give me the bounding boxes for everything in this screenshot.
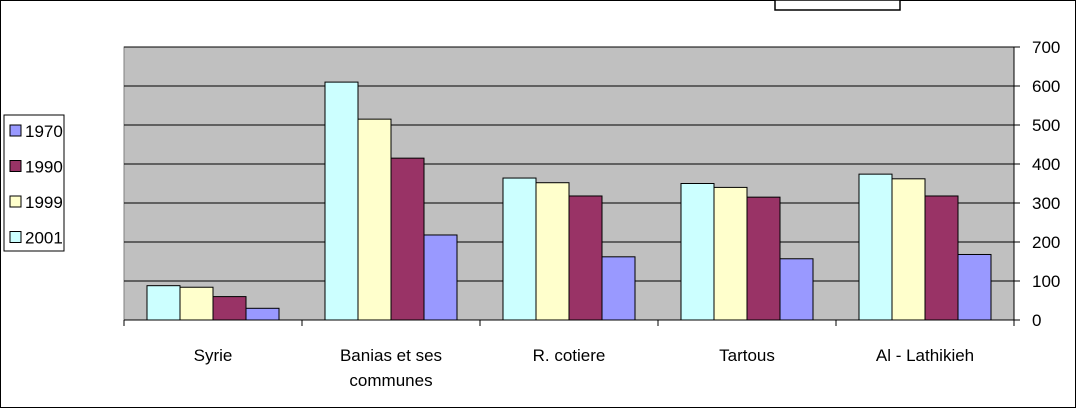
- bar-1990: [212, 296, 247, 321]
- x-tick-label: Al - Lathikieh: [876, 346, 974, 365]
- x-tick-label-line: Banias et ses: [340, 346, 442, 365]
- legend-item-1999: 1999: [9, 193, 63, 212]
- bar-1990: [568, 195, 603, 321]
- legend-label: 2001: [25, 229, 63, 248]
- axes: [123, 46, 1020, 326]
- y-tick-labels: 0 100 200 300 400 500 600 700: [1032, 38, 1060, 330]
- bar-1990: [390, 157, 425, 321]
- y-tick-label: 500: [1032, 116, 1060, 135]
- y-tick-label: 0: [1032, 311, 1041, 330]
- x-tick-label: Banias et ses communes: [340, 346, 442, 390]
- bar-1999: [357, 118, 392, 321]
- legend-label: 1970: [25, 122, 63, 141]
- bar-1999: [535, 182, 570, 321]
- bar-2001: [502, 177, 537, 321]
- legend-item-1970: 1970: [9, 122, 63, 141]
- bar-2001: [858, 173, 893, 321]
- bar-1999: [713, 186, 748, 321]
- legend-label: 1999: [25, 193, 63, 212]
- x-tick-label-line: Al - Lathikieh: [876, 346, 974, 365]
- bars: [146, 81, 992, 321]
- y-tick-label: 700: [1032, 38, 1060, 57]
- bar-1999: [179, 286, 214, 321]
- legend-swatch: [9, 160, 22, 172]
- x-tick-labels: Syrie Banias et ses communes R. cotiere Tart…: [194, 346, 975, 390]
- legend-swatch: [9, 231, 22, 243]
- bar-1970: [245, 307, 280, 321]
- x-tick-label: Tartous: [719, 346, 775, 365]
- legend-label: 1990: [25, 158, 63, 177]
- bar-1990: [924, 195, 959, 321]
- legend-swatch: [9, 195, 22, 208]
- x-tick-label-line: communes: [349, 371, 432, 390]
- legend-item-2001: 2001: [9, 229, 63, 248]
- y-tick-label: 300: [1032, 194, 1060, 213]
- bar-1999: [891, 178, 926, 321]
- x-tick-label-line: Tartous: [719, 346, 775, 365]
- bar-1970: [779, 258, 814, 321]
- x-tick-label-line: R. cotiere: [533, 346, 606, 365]
- x-tick-label-line: Syrie: [194, 346, 233, 365]
- legend: 1970 1990 1999 2001: [3, 114, 65, 252]
- y-tick-label: 200: [1032, 233, 1060, 252]
- y-tick-label: 100: [1032, 272, 1060, 291]
- legend-swatch: [9, 124, 22, 137]
- x-tick-label: Syrie: [194, 346, 233, 365]
- x-tick-label: R. cotiere: [533, 346, 606, 365]
- legend-item-1990: 1990: [9, 158, 63, 177]
- bar-2001: [146, 285, 181, 321]
- bar-1970: [957, 253, 992, 321]
- y-tick-label: 600: [1032, 77, 1060, 96]
- bar-2001: [680, 183, 715, 321]
- bar-1970: [601, 256, 636, 321]
- bar-1970: [423, 234, 458, 321]
- legend-box: [3, 114, 65, 252]
- y-tick-label: 400: [1032, 155, 1060, 174]
- bar-1990: [746, 196, 781, 321]
- top-decoration-box: [774, 0, 901, 11]
- bar-2001: [324, 81, 359, 321]
